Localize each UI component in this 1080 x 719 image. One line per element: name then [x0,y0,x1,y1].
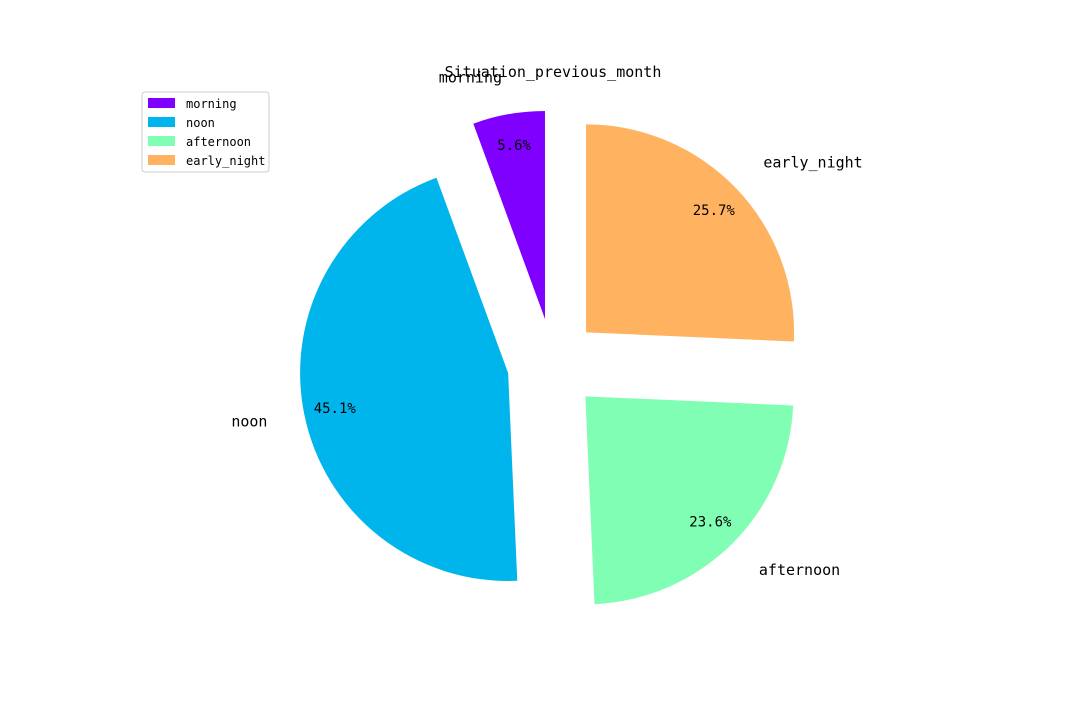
slice-label-morning: morning [439,68,502,86]
legend-frame [141,91,270,173]
chart-title: Situation_previous_month [445,63,662,81]
legend-label-noon: noon [186,116,215,130]
legend-label-morning: morning [186,97,237,111]
pct-label-early_night: 25.7% [693,203,736,219]
pct-label-afternoon: 23.6% [689,514,732,530]
pct-label-morning: 5.6% [497,138,531,154]
pie-slice-afternoon [585,396,794,605]
legend-swatch-morning [148,98,175,108]
pie-labels: 5.6% morning 45.1% noon 23.6% afternoon 25.7% e… [231,68,862,579]
pct-label-noon: 45.1% [314,401,357,417]
slice-label-afternoon: afternoon [759,561,840,579]
slice-label-early_night: early_night [763,154,862,172]
pie-slices [300,110,795,605]
pie-slice-morning [473,110,545,319]
legend-label-early_night: early_night [186,154,265,168]
legend-swatch-noon [148,117,175,127]
legend-swatch-early_night [148,155,175,165]
pie-slice-noon [300,177,518,582]
legend: morning noon afternoon early_night [141,91,270,173]
legend-label-afternoon: afternoon [186,135,251,149]
slice-label-noon: noon [231,412,267,430]
legend-swatch-afternoon [148,136,175,146]
pie-slice-early_night [586,124,795,342]
